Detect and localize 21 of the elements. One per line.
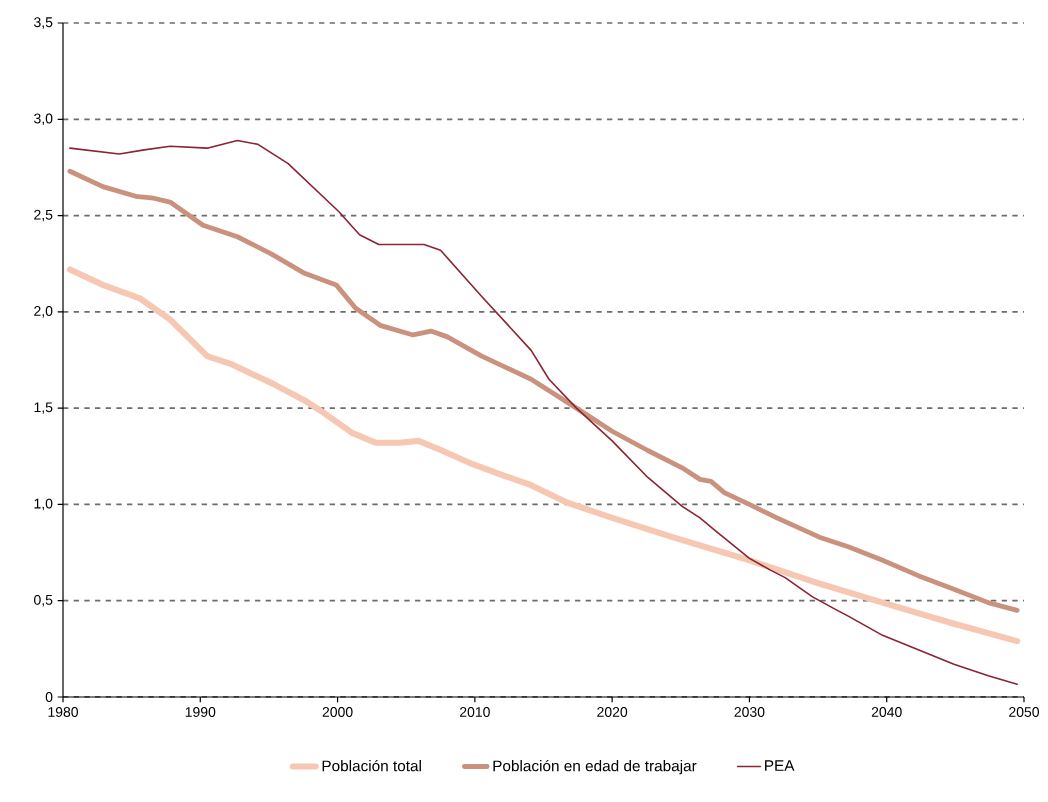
y-tick-label: 1,0 bbox=[34, 498, 53, 511]
y-tick-label: 2,0 bbox=[34, 306, 53, 318]
y-tick-label: 0,5 bbox=[34, 594, 53, 607]
y-tick-label: 3,0 bbox=[34, 113, 53, 126]
x-tick-label: 1980 bbox=[48, 707, 79, 717]
legend-label: PEA bbox=[765, 760, 795, 771]
x-tick-label: 2050 bbox=[1009, 707, 1040, 717]
x-tick-label: 1990 bbox=[185, 707, 216, 717]
x-tick-label: 2020 bbox=[597, 707, 628, 717]
y-tick-label: 3,5 bbox=[34, 17, 53, 29]
y-tick-label: 0 bbox=[45, 692, 53, 702]
legend-label: Población en edad de trabajar bbox=[493, 759, 697, 775]
legend-label: Población total bbox=[322, 759, 421, 772]
x-tick-label: 2000 bbox=[322, 707, 353, 717]
line-series bbox=[69, 139, 1018, 686]
y-tick-label: 2,5 bbox=[34, 209, 53, 222]
y-tick-label: 1,5 bbox=[34, 402, 53, 414]
x-tick-label: 2030 bbox=[734, 707, 765, 717]
x-tick-label: 2010 bbox=[460, 707, 490, 717]
line-series bbox=[67, 168, 1020, 613]
x-tick-label: 2040 bbox=[871, 707, 902, 717]
